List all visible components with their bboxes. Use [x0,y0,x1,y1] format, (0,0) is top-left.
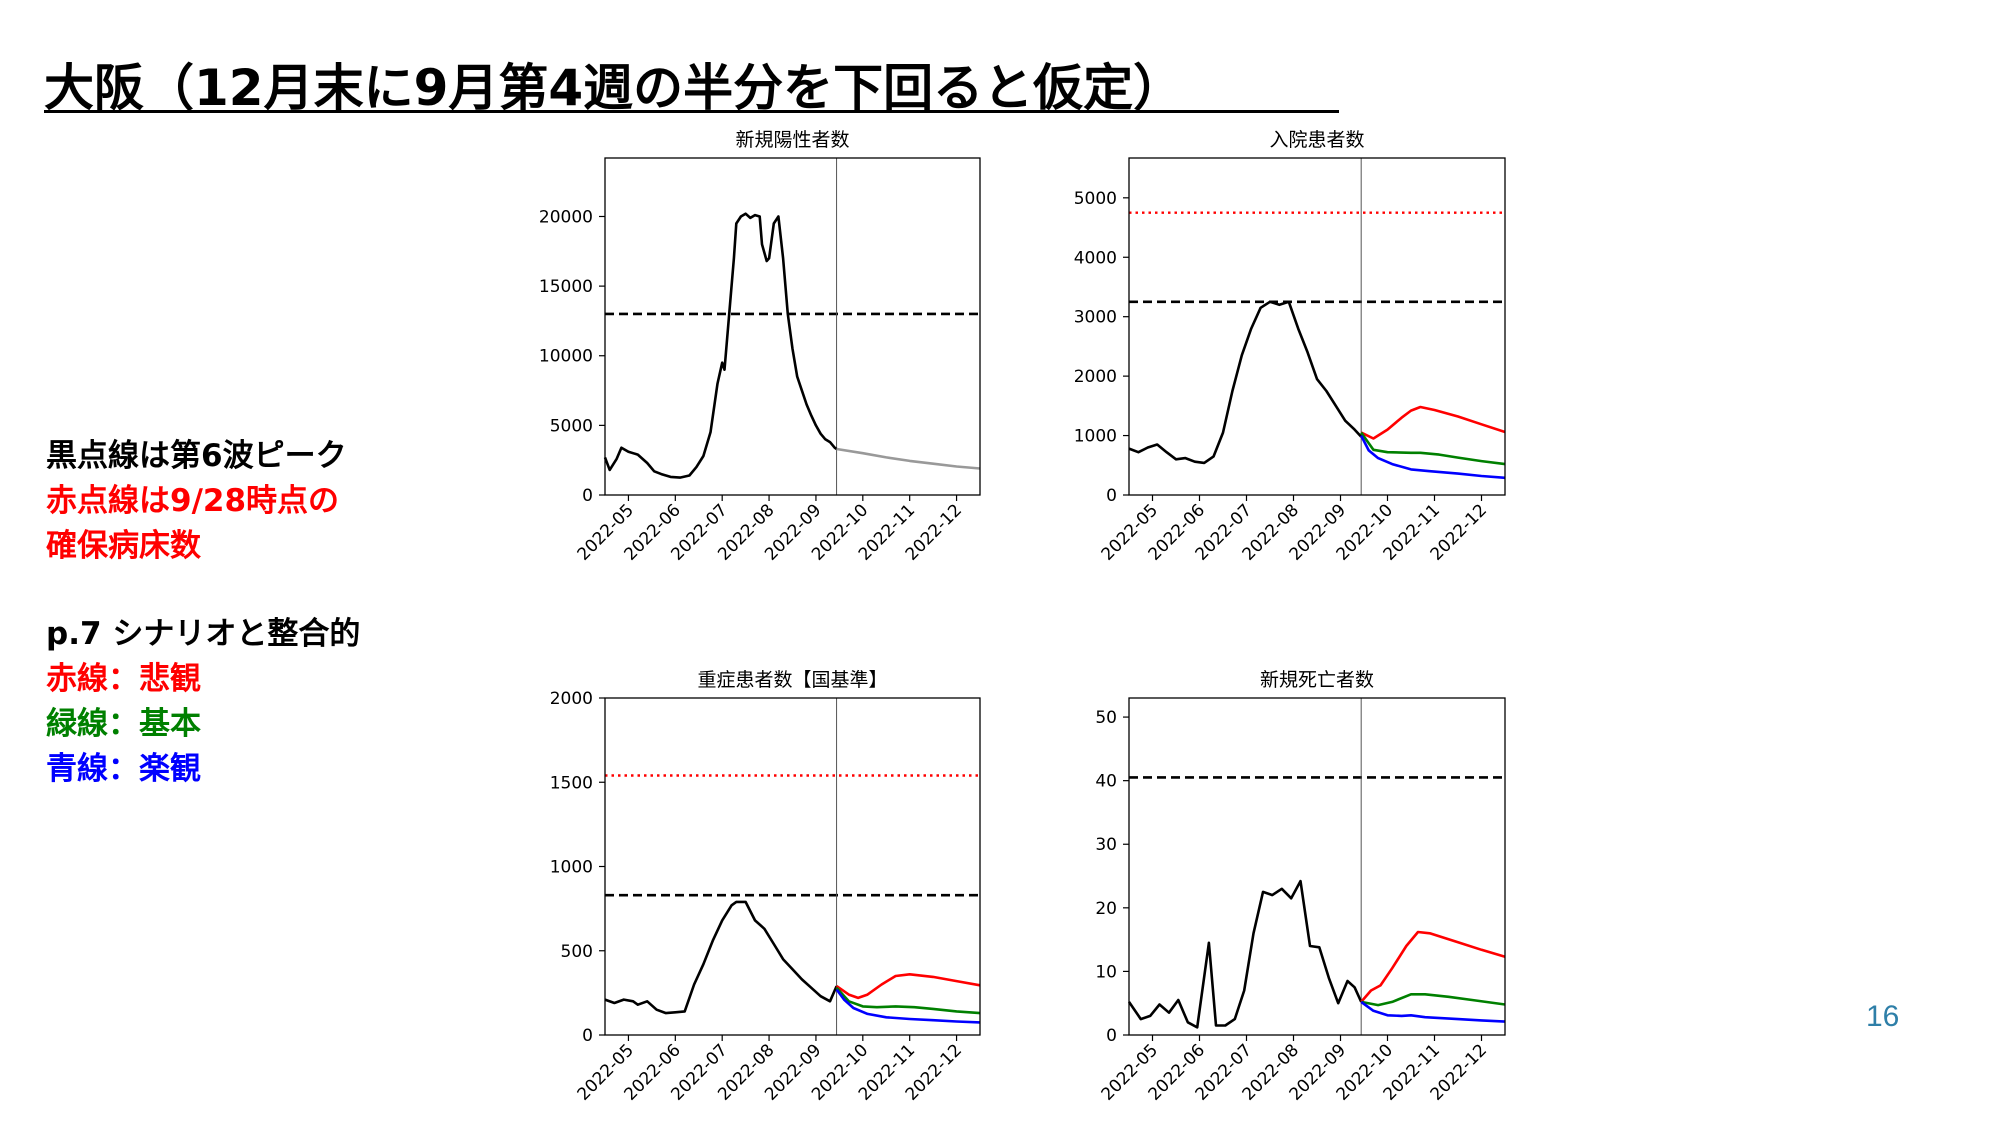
series-base [835,986,981,1015]
chart-title: 入院患者数 [1269,129,1364,151]
series-pessimistic [1360,930,1506,1003]
y-tick-label: 30 [1095,835,1117,855]
y-tick-label: 20 [1095,899,1117,919]
title-underline [44,110,1339,113]
y-tick-label: 10 [1095,962,1117,982]
y-tick-label: 40 [1095,772,1117,792]
y-tick-label: 1500 [550,773,593,793]
legend-green-base: 緑線：基本 [46,706,201,742]
page-number: 16 [1866,1000,1900,1033]
note-red-dotted-cont: 確保病床数 [46,528,201,564]
chart-panel-3: 重症患者数【国基準】05001000150020002022-052022-06… [550,669,981,1105]
chart-panel-2: 入院患者数0100020003000400050002022-052022-06… [1074,129,1506,565]
y-tick-label: 0 [582,1026,593,1046]
chart-title: 新規陽性者数 [735,129,849,151]
y-tick-label: 0 [1106,486,1117,506]
y-tick-label: 50 [1095,708,1117,728]
y-tick-label: 3000 [1074,308,1117,328]
plot-frame [1128,697,1506,1036]
chart-panel-4: 新規死亡者数010203040502022-052022-062022-0720… [1095,669,1506,1105]
page-title: 大阪（12月末に9月第4週の半分を下回ると仮定） [44,59,1184,117]
y-tick-label: 2000 [1074,367,1117,387]
chart-title: 新規死亡者数 [1260,669,1374,691]
series-observed [1127,879,1363,1029]
y-tick-label: 500 [561,942,593,962]
chart-title: 重症患者数【国基準】 [697,669,887,691]
series-optimistic [1360,435,1506,480]
y-tick-label: 1000 [1074,427,1117,447]
legend-red-pessimistic: 赤線：悲観 [46,661,201,697]
legend-blue-optimistic: 青線：楽観 [46,751,201,787]
series-base [1360,993,1506,1007]
y-tick-label: 1000 [550,858,593,878]
y-tick-label: 15000 [539,277,593,297]
y-tick-label: 0 [1106,1026,1117,1046]
y-tick-label: 5000 [1074,189,1117,209]
series-pessimistic [835,973,981,1000]
note-red-dotted: 赤点線は9/28時点の [46,483,340,519]
y-tick-label: 0 [582,486,593,506]
note-scenario: p.7 シナリオと整合的 [46,616,361,652]
series-projection [836,447,981,470]
series-observed [1128,300,1363,465]
series-base [1360,431,1506,466]
plot-frame [604,697,981,1036]
chart-panel-1: 新規陽性者数050001000015000200002022-052022-06… [539,129,981,565]
y-tick-label: 5000 [550,416,593,436]
series-pessimistic [1360,405,1506,440]
series-optimistic [835,988,981,1024]
y-tick-label: 10000 [539,347,593,367]
y-tick-label: 4000 [1074,248,1117,268]
note-black-dotted: 黒点線は第6波ピーク [46,438,347,474]
y-tick-label: 20000 [539,207,593,227]
series-optimistic [1360,1000,1506,1023]
series-observed [604,900,838,1015]
y-tick-label: 2000 [550,689,593,709]
series-observed [603,212,838,479]
plot-frame [604,157,981,496]
plot-frame [1128,157,1506,496]
